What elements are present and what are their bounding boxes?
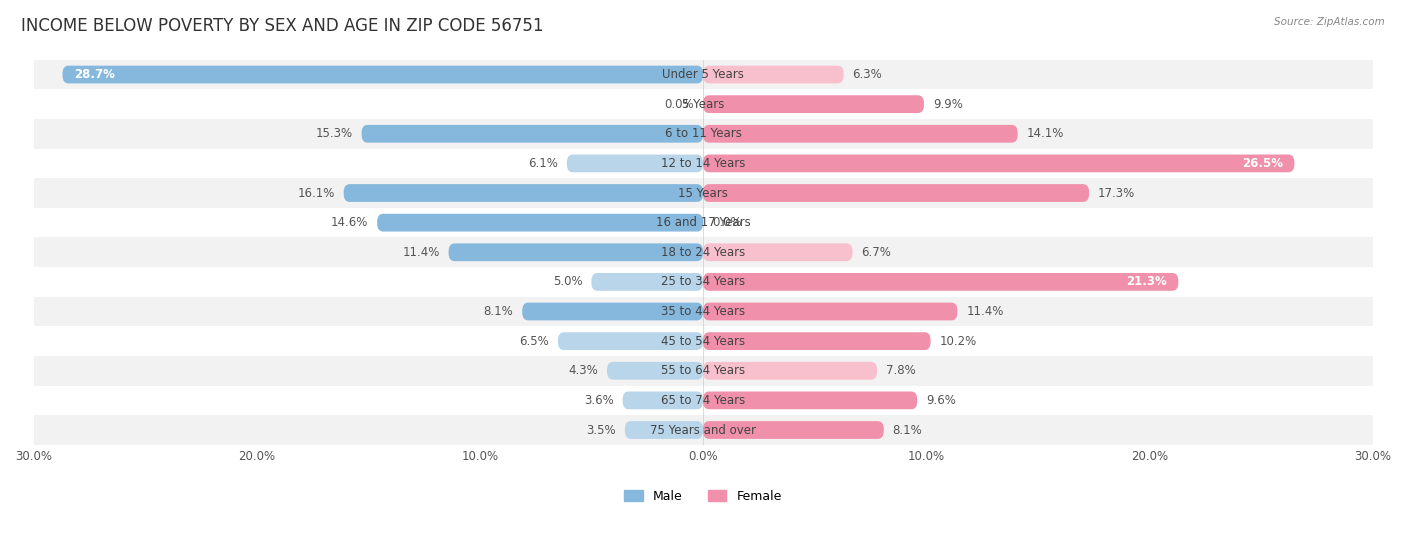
Text: 6.7%: 6.7% — [862, 246, 891, 259]
Text: 6.1%: 6.1% — [529, 157, 558, 170]
Text: 15 Years: 15 Years — [678, 187, 728, 200]
Text: 55 to 64 Years: 55 to 64 Years — [661, 364, 745, 377]
FancyBboxPatch shape — [703, 273, 1178, 291]
Text: 4.3%: 4.3% — [568, 364, 598, 377]
Text: 21.3%: 21.3% — [1126, 276, 1167, 288]
Text: 5 Years: 5 Years — [682, 98, 724, 111]
Text: 15.3%: 15.3% — [315, 127, 353, 140]
Text: 25 to 34 Years: 25 to 34 Years — [661, 276, 745, 288]
Text: 45 to 54 Years: 45 to 54 Years — [661, 335, 745, 348]
FancyBboxPatch shape — [449, 243, 703, 261]
FancyBboxPatch shape — [567, 154, 703, 172]
FancyBboxPatch shape — [703, 95, 924, 113]
Bar — [34, 386, 1372, 415]
FancyBboxPatch shape — [624, 421, 703, 439]
Text: 9.6%: 9.6% — [927, 394, 956, 407]
Text: 0.0%: 0.0% — [665, 98, 695, 111]
Text: 11.4%: 11.4% — [402, 246, 440, 259]
Text: 65 to 74 Years: 65 to 74 Years — [661, 394, 745, 407]
FancyBboxPatch shape — [361, 125, 703, 143]
Text: 6.3%: 6.3% — [852, 68, 883, 81]
FancyBboxPatch shape — [703, 362, 877, 380]
Text: Source: ZipAtlas.com: Source: ZipAtlas.com — [1274, 17, 1385, 27]
Text: 0.0%: 0.0% — [711, 216, 741, 229]
Text: 28.7%: 28.7% — [73, 68, 114, 81]
Text: 75 Years and over: 75 Years and over — [650, 424, 756, 437]
FancyBboxPatch shape — [607, 362, 703, 380]
Text: 6.5%: 6.5% — [519, 335, 548, 348]
FancyBboxPatch shape — [703, 154, 1295, 172]
FancyBboxPatch shape — [703, 65, 844, 83]
Text: 8.1%: 8.1% — [893, 424, 922, 437]
Bar — [34, 356, 1372, 386]
Bar — [34, 178, 1372, 208]
Text: 11.4%: 11.4% — [966, 305, 1004, 318]
Text: 12 to 14 Years: 12 to 14 Years — [661, 157, 745, 170]
FancyBboxPatch shape — [703, 184, 1090, 202]
Text: 14.6%: 14.6% — [330, 216, 368, 229]
Bar — [34, 119, 1372, 149]
Text: 10.2%: 10.2% — [939, 335, 977, 348]
FancyBboxPatch shape — [703, 125, 1018, 143]
FancyBboxPatch shape — [703, 421, 884, 439]
FancyBboxPatch shape — [623, 391, 703, 409]
FancyBboxPatch shape — [703, 302, 957, 320]
Bar — [34, 267, 1372, 297]
Text: 7.8%: 7.8% — [886, 364, 915, 377]
Bar — [34, 89, 1372, 119]
Bar — [34, 208, 1372, 238]
FancyBboxPatch shape — [592, 273, 703, 291]
Text: 35 to 44 Years: 35 to 44 Years — [661, 305, 745, 318]
Text: 14.1%: 14.1% — [1026, 127, 1064, 140]
FancyBboxPatch shape — [377, 214, 703, 231]
Bar — [34, 297, 1372, 326]
Text: 5.0%: 5.0% — [553, 276, 582, 288]
Bar — [34, 238, 1372, 267]
FancyBboxPatch shape — [703, 391, 917, 409]
Text: 6 to 11 Years: 6 to 11 Years — [665, 127, 741, 140]
Text: 3.5%: 3.5% — [586, 424, 616, 437]
Text: 3.6%: 3.6% — [583, 394, 614, 407]
FancyBboxPatch shape — [558, 332, 703, 350]
Bar — [34, 149, 1372, 178]
Text: 26.5%: 26.5% — [1243, 157, 1284, 170]
Bar — [34, 60, 1372, 89]
FancyBboxPatch shape — [62, 65, 703, 83]
Text: 9.9%: 9.9% — [932, 98, 963, 111]
Text: Under 5 Years: Under 5 Years — [662, 68, 744, 81]
Text: 16.1%: 16.1% — [298, 187, 335, 200]
Bar — [34, 415, 1372, 445]
FancyBboxPatch shape — [703, 243, 852, 261]
Text: 16 and 17 Years: 16 and 17 Years — [655, 216, 751, 229]
Text: INCOME BELOW POVERTY BY SEX AND AGE IN ZIP CODE 56751: INCOME BELOW POVERTY BY SEX AND AGE IN Z… — [21, 17, 544, 35]
Text: 8.1%: 8.1% — [484, 305, 513, 318]
FancyBboxPatch shape — [703, 332, 931, 350]
FancyBboxPatch shape — [343, 184, 703, 202]
Text: 18 to 24 Years: 18 to 24 Years — [661, 246, 745, 259]
Legend: Male, Female: Male, Female — [619, 485, 787, 508]
Text: 17.3%: 17.3% — [1098, 187, 1135, 200]
FancyBboxPatch shape — [522, 302, 703, 320]
Bar — [34, 326, 1372, 356]
